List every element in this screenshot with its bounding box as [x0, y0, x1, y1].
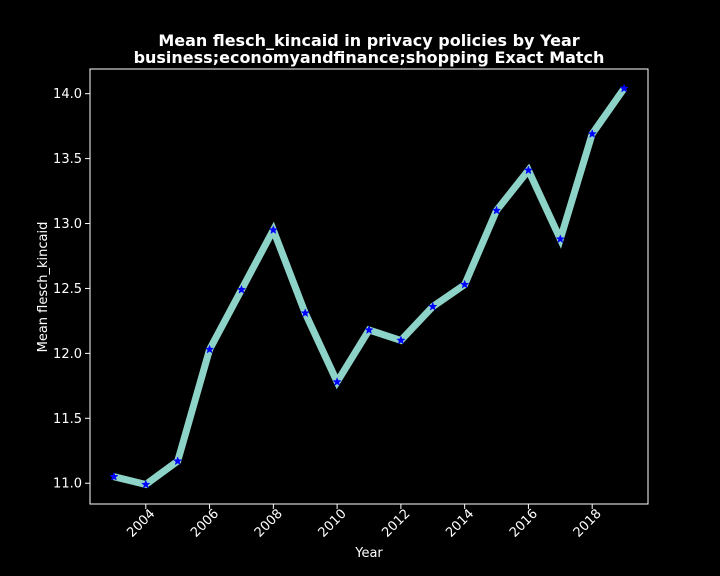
- y-tick-label: 11.5: [53, 412, 82, 427]
- x-tick-label: 2012: [379, 507, 413, 541]
- data-point-marker: [428, 301, 438, 311]
- x-tick-label: 2014: [443, 507, 477, 541]
- plot-frame: [89, 68, 649, 505]
- x-tick-label: 2006: [188, 507, 222, 541]
- x-tick-label: 2016: [507, 507, 541, 541]
- data-point-marker: [268, 225, 279, 234]
- data-point-marker: [204, 344, 215, 354]
- x-axis-label: Year: [354, 546, 383, 561]
- plot-area: 2004 2006 2008 2010 2012 2014 2016 2018 11.0 11.5…: [53, 68, 649, 541]
- data-point-marker: [555, 234, 565, 244]
- y-axis-label: Mean flesch_kincaid: [36, 222, 51, 353]
- data-point-marker: [619, 83, 629, 93]
- data-point-marker: [587, 129, 597, 138]
- data-point-marker: [491, 205, 502, 215]
- chart-subtitle: business;economyandfinance;shopping Exac…: [134, 48, 605, 67]
- x-tick-label: 2018: [571, 507, 605, 541]
- data-point-marker: [332, 377, 342, 386]
- data-point-marker: [396, 335, 406, 345]
- x-tick-label: 2010: [316, 507, 350, 541]
- y-tick-label: 13.0: [53, 217, 82, 232]
- y-tick-label: 11.0: [53, 477, 82, 492]
- y-tick-label: 13.5: [53, 152, 82, 167]
- data-point-marker: [109, 471, 119, 481]
- data-point-marker: [523, 165, 534, 175]
- data-point-marker: [300, 308, 310, 318]
- chart-title: Mean flesch_kincaid in privacy policies …: [158, 31, 579, 50]
- data-point-marker: [459, 279, 470, 289]
- y-tick-label: 12.0: [53, 347, 82, 362]
- y-tick-label: 12.5: [53, 282, 82, 297]
- x-tick-label: 2008: [252, 507, 286, 541]
- data-point-marker: [173, 456, 183, 466]
- x-tick-label: 2004: [124, 507, 158, 541]
- data-point-marker: [364, 325, 374, 334]
- y-tick-label: 14.0: [53, 87, 82, 102]
- data-point-marker: [236, 284, 247, 294]
- data-point-marker: [141, 479, 151, 489]
- series-line: [113, 86, 627, 489]
